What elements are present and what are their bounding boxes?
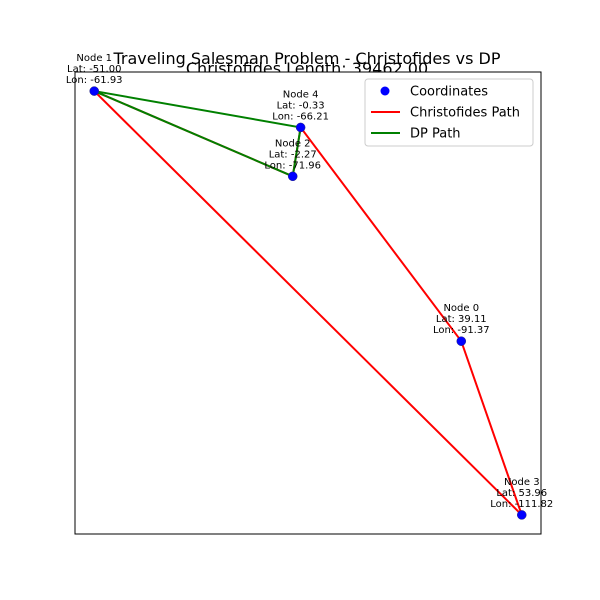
node-1-label-lat: Lat: -51.00 — [67, 64, 121, 75]
legend-christofides-path-label: Christofides Path — [410, 106, 520, 121]
node-4-label-lon: Lon: -66.21 — [272, 111, 329, 122]
node-0-label-lat: Lat: 39.11 — [436, 314, 487, 325]
legend-coordinates-marker — [380, 86, 390, 96]
node-4-label-name: Node 4 — [283, 89, 319, 100]
node-2-label-lon: Lon: -71.96 — [264, 160, 321, 171]
points-layer — [89, 86, 527, 520]
node-3-label-lon: Lon: -111.82 — [490, 499, 553, 510]
node-1-point — [89, 86, 99, 96]
dp-path-line — [93, 90, 302, 178]
node-4-point — [295, 122, 306, 133]
paths-layer — [93, 90, 523, 516]
node-1-label-name: Node 1 — [76, 53, 112, 64]
node-2-point — [287, 171, 298, 182]
node-3-point — [517, 510, 527, 520]
node-4-label-lat: Lat: -0.33 — [277, 100, 325, 111]
node-2-label-name: Node 2 — [275, 138, 311, 149]
node-0-point — [456, 336, 467, 346]
legend-dp-path-label: DP Path — [410, 127, 461, 142]
title-line-1: Traveling Salesman Problem - Christofide… — [112, 49, 500, 68]
legend-coordinates-label: Coordinates — [410, 85, 488, 100]
legend: Coordinates Christofides Path DP Path — [364, 78, 534, 147]
legend-box — [364, 78, 534, 147]
node-3-label-name: Node 3 — [504, 477, 540, 488]
node-0-label-lon: Lon: -91.37 — [433, 325, 490, 336]
node-0-label-name: Node 0 — [443, 303, 479, 314]
node-3-label-lat: Lat: 53.96 — [496, 488, 547, 499]
node-2-label-lat: Lat: -2.27 — [269, 149, 317, 160]
node-1-label-lon: Lon: -61.93 — [66, 75, 123, 86]
